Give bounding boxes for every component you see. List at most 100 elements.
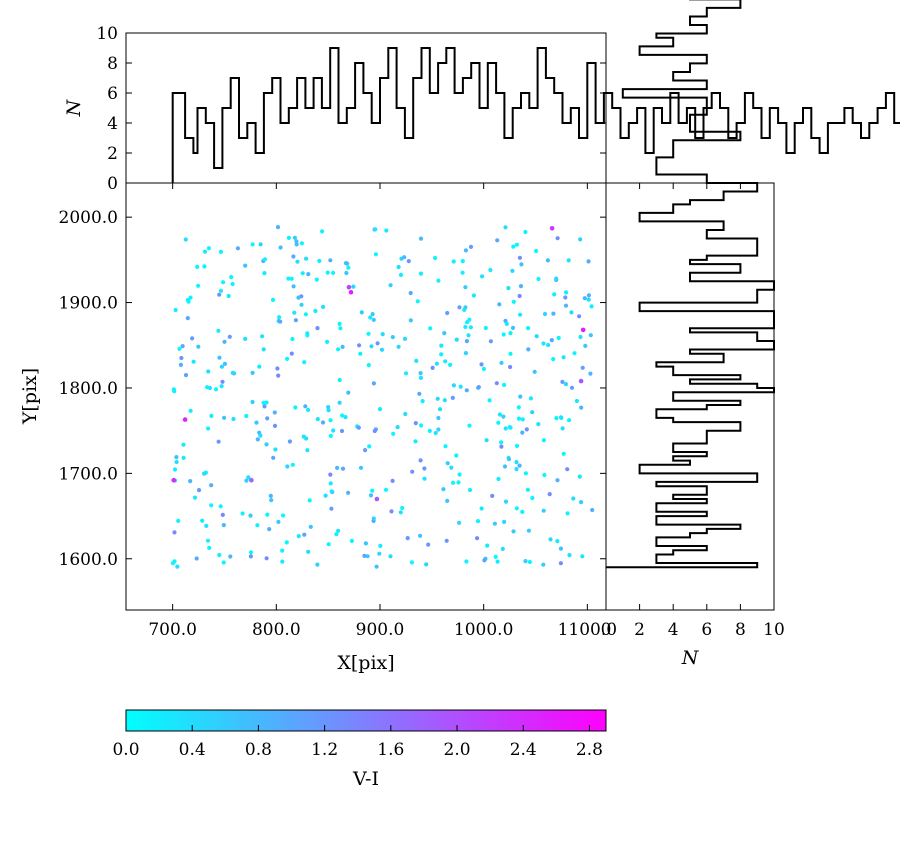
scatter-point bbox=[479, 362, 484, 367]
scatter-point bbox=[217, 355, 222, 360]
scatter-point bbox=[306, 549, 311, 554]
scatter-point bbox=[503, 426, 508, 431]
scatter-point bbox=[334, 532, 339, 537]
scatter-point bbox=[289, 351, 294, 356]
scatter-point bbox=[506, 457, 512, 462]
scatter-point bbox=[321, 304, 326, 309]
scatter-point bbox=[235, 246, 240, 251]
scatter-point bbox=[497, 412, 502, 417]
colorbar-tick-label: 0.8 bbox=[245, 740, 272, 760]
scatter-point bbox=[492, 521, 497, 526]
scatter-point bbox=[172, 467, 178, 472]
colorbar-tick-label: 2.4 bbox=[510, 740, 537, 760]
scatter-point bbox=[315, 326, 320, 331]
scatter-point bbox=[588, 371, 593, 376]
scatter-point bbox=[398, 272, 404, 277]
scatter-point bbox=[580, 554, 585, 559]
scatter-point bbox=[434, 361, 439, 366]
scatter-point bbox=[190, 336, 195, 341]
colorbar-tick-label: 1.2 bbox=[311, 740, 338, 760]
scatter-point bbox=[402, 336, 408, 341]
scatter-point bbox=[218, 504, 223, 509]
scatter-point bbox=[408, 318, 413, 323]
scatter-point bbox=[291, 284, 296, 289]
scatter-point bbox=[218, 288, 224, 293]
scatter-point bbox=[315, 417, 320, 422]
scatter-point bbox=[408, 290, 413, 296]
scatter-point bbox=[305, 333, 310, 338]
scatter-point bbox=[231, 416, 236, 422]
scatter-point bbox=[445, 498, 450, 503]
scatter-point bbox=[337, 377, 342, 383]
scatter-point bbox=[463, 248, 468, 253]
scatter-point bbox=[467, 317, 472, 322]
scatter-point bbox=[287, 439, 292, 444]
scatter-point bbox=[243, 263, 248, 268]
scatter-point bbox=[188, 479, 193, 484]
scatter-point bbox=[418, 375, 423, 380]
scatter-point bbox=[503, 499, 509, 504]
scatter-point bbox=[370, 488, 375, 493]
scatter-point bbox=[188, 408, 193, 413]
scatter-point bbox=[527, 559, 533, 565]
scatter-point bbox=[308, 524, 313, 530]
scatter-point bbox=[580, 365, 585, 370]
scatter-point bbox=[336, 528, 341, 533]
scatter-point bbox=[530, 495, 535, 501]
scatter-point bbox=[560, 379, 565, 384]
scatter-point bbox=[275, 225, 281, 230]
scatter-point bbox=[418, 533, 423, 538]
scatter-point bbox=[272, 423, 278, 428]
scatter-point bbox=[363, 541, 368, 546]
scatter-point bbox=[368, 315, 373, 320]
scatter-point bbox=[418, 371, 423, 376]
scatter-point bbox=[464, 559, 469, 564]
scatter-point bbox=[534, 248, 539, 254]
scatter-point bbox=[286, 235, 291, 240]
scatter-point bbox=[265, 512, 270, 517]
scatter-point bbox=[536, 422, 541, 427]
scatter-point bbox=[365, 554, 370, 559]
scatter-point bbox=[329, 489, 334, 494]
scatter-point bbox=[177, 346, 182, 351]
scatter-point bbox=[579, 500, 584, 505]
scatter-point bbox=[222, 415, 227, 420]
scatter-point bbox=[405, 536, 410, 541]
scatter-point bbox=[250, 399, 255, 405]
hist-tick-label: 4 bbox=[107, 114, 118, 134]
scatter-point bbox=[495, 238, 500, 243]
scatter-point bbox=[296, 295, 301, 300]
scatter-point bbox=[294, 239, 299, 244]
hist-tick-label: 6 bbox=[107, 84, 118, 104]
scatter-point bbox=[422, 466, 427, 471]
scatter-point bbox=[577, 314, 582, 319]
scatter-point bbox=[511, 299, 516, 304]
scatter-point bbox=[508, 331, 513, 336]
scatter-point bbox=[183, 373, 189, 378]
scatter-point bbox=[442, 331, 447, 336]
scatter-point bbox=[589, 304, 594, 309]
scatter-point bbox=[483, 325, 488, 331]
scatter-point bbox=[499, 444, 504, 449]
scatter-point bbox=[377, 551, 382, 556]
scatter-point bbox=[514, 467, 519, 472]
scatter-point bbox=[174, 455, 179, 460]
scatter-point bbox=[328, 258, 333, 263]
scatter-point bbox=[555, 478, 560, 483]
scatter-point bbox=[439, 343, 444, 348]
scatter-point bbox=[250, 370, 255, 375]
scatter-point bbox=[488, 339, 493, 344]
scatter-point bbox=[471, 293, 476, 298]
scatter-point bbox=[418, 458, 423, 463]
scatter-point bbox=[501, 332, 506, 337]
scatter-point bbox=[175, 564, 180, 569]
scatter-point bbox=[202, 471, 207, 476]
scatter-point bbox=[304, 256, 309, 261]
scatter-point bbox=[317, 258, 322, 263]
scatter-point bbox=[514, 460, 519, 465]
scatter-point bbox=[420, 399, 425, 404]
scatter-point bbox=[196, 283, 201, 288]
scatter-point bbox=[567, 553, 572, 558]
scatter-point bbox=[493, 554, 498, 560]
scatter-point bbox=[530, 410, 535, 415]
